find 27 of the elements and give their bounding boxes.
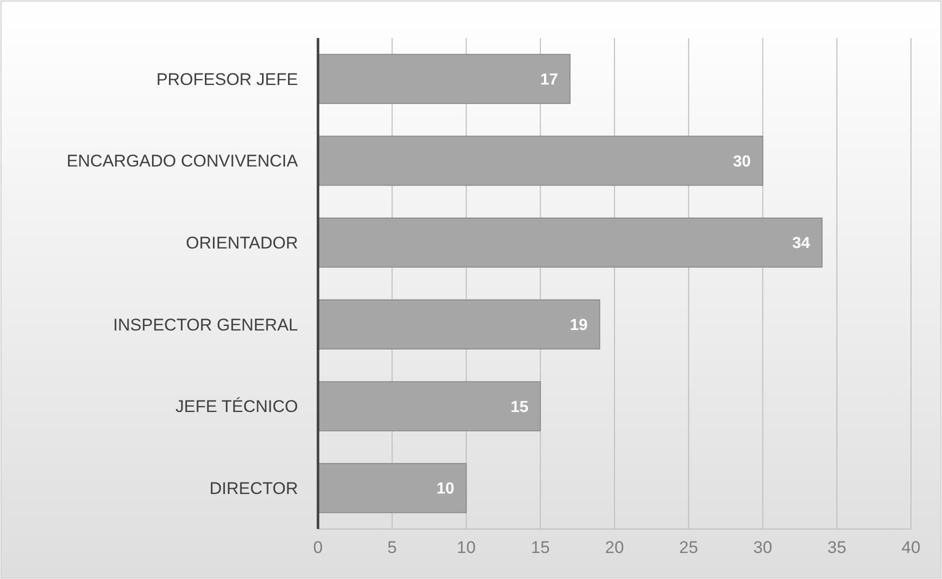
x-tick-label: 35 [827,538,846,557]
y-tick-label: DIRECTOR [210,479,298,498]
x-tick-label: 15 [530,538,550,557]
y-tick-label: JEFE TÉCNICO [176,397,298,416]
data-label: 19 [570,317,588,334]
bar [318,463,467,514]
x-tick-label: 25 [679,538,698,557]
bar [318,54,571,104]
bar [318,136,764,186]
data-label: 15 [510,398,528,416]
bar [318,218,823,268]
x-tick-label: 10 [456,538,476,557]
x-tick-label: 40 [902,538,920,557]
x-tick-label: 0 [313,538,323,557]
x-tick-label: 5 [387,538,397,557]
y-tick-label: INSPECTOR GENERAL [113,315,298,334]
x-tick-label: 30 [753,538,772,557]
x-tick-label: 20 [605,538,624,557]
y-tick-label: ORIENTADOR [186,234,298,253]
bar [318,381,541,432]
data-label: 30 [732,153,751,170]
y-tick-label: PROFESOR JEFE [156,70,298,89]
y-tick-label: ENCARGADO CONVIVENCIA [66,152,299,171]
data-label: 34 [792,235,810,252]
bar [318,299,600,350]
data-label: 10 [436,480,454,498]
data-label: 17 [540,72,558,89]
